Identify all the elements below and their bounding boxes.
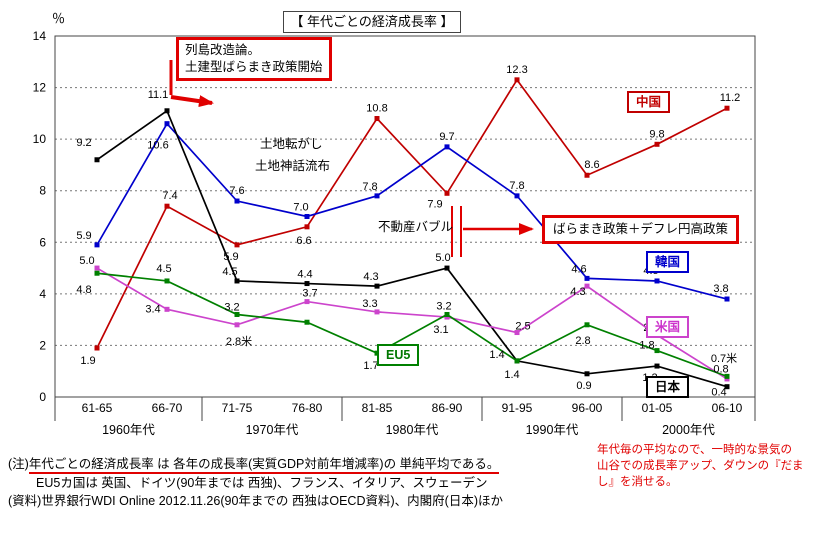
svg-text:2.8: 2.8 bbox=[575, 335, 590, 347]
svg-text:3.8: 3.8 bbox=[713, 283, 728, 295]
svg-text:4.8: 4.8 bbox=[76, 284, 91, 296]
svg-text:10: 10 bbox=[33, 132, 47, 146]
footnote-line1-underlined: 年代ごとの経済成長率 は 各年の成長率(実質GDP対前年増減率)の 単純平均であ… bbox=[28, 457, 500, 474]
svg-text:0.4: 0.4 bbox=[711, 387, 726, 399]
svg-text:1970年代: 1970年代 bbox=[246, 423, 299, 437]
annotation-tochi-korogashi: 土地転がし bbox=[260, 137, 323, 151]
series-label-japan: 日本 bbox=[646, 376, 690, 398]
svg-text:12: 12 bbox=[33, 81, 47, 95]
svg-text:0.9: 0.9 bbox=[576, 380, 591, 392]
y-axis-unit-label: ％ bbox=[52, 11, 66, 26]
svg-text:2.5: 2.5 bbox=[515, 321, 530, 333]
svg-text:8.6: 8.6 bbox=[584, 159, 599, 171]
annotation-tochi-shinwa: 土地神話流布 bbox=[255, 159, 331, 173]
svg-text:11.2: 11.2 bbox=[720, 92, 741, 104]
svg-text:5.0: 5.0 bbox=[435, 252, 450, 264]
annotation-fudosan-bubble: 不動産バブル bbox=[378, 220, 454, 234]
svg-text:96-00: 96-00 bbox=[572, 401, 603, 415]
svg-text:12.3: 12.3 bbox=[506, 64, 527, 76]
svg-text:11.1: 11.1 bbox=[148, 89, 169, 101]
svg-text:1.9: 1.9 bbox=[80, 355, 95, 367]
handwritten-red-note: 年代毎の平均なので、一時的な景気の 山谷での成長率アップ、ダウンの『だま し』を… bbox=[597, 442, 813, 490]
svg-text:81-85: 81-85 bbox=[362, 401, 393, 415]
svg-text:4.6: 4.6 bbox=[571, 263, 586, 275]
series-label-korea: 韓国 bbox=[646, 251, 690, 273]
svg-text:0.7米: 0.7米 bbox=[711, 352, 737, 365]
svg-text:2.8米: 2.8米 bbox=[226, 335, 252, 348]
svg-text:9.7: 9.7 bbox=[439, 131, 454, 143]
svg-text:4.3: 4.3 bbox=[363, 271, 378, 283]
svg-text:61-65: 61-65 bbox=[82, 401, 113, 415]
svg-text:9.2: 9.2 bbox=[76, 137, 91, 149]
svg-text:3.1: 3.1 bbox=[433, 324, 448, 336]
annotation-box-retto-kaizo: 列島改造論。 土建型ばらまき政策開始 bbox=[176, 37, 332, 81]
annotation-retto-line1: 列島改造論。 bbox=[185, 43, 261, 57]
svg-text:0: 0 bbox=[39, 390, 46, 404]
svg-text:4.4: 4.4 bbox=[297, 269, 312, 281]
svg-text:3.2: 3.2 bbox=[436, 300, 451, 312]
svg-text:8: 8 bbox=[39, 184, 46, 198]
svg-text:1.4: 1.4 bbox=[504, 369, 519, 381]
svg-text:01-05: 01-05 bbox=[642, 401, 673, 415]
svg-text:10.8: 10.8 bbox=[366, 103, 387, 115]
annotation-retto-line2: 土建型ばらまき政策開始 bbox=[185, 60, 323, 74]
svg-text:0.8: 0.8 bbox=[713, 363, 728, 375]
svg-text:10.6: 10.6 bbox=[147, 140, 168, 152]
svg-text:7.9: 7.9 bbox=[427, 198, 442, 210]
svg-text:1.7: 1.7 bbox=[363, 360, 378, 372]
svg-text:9.8: 9.8 bbox=[649, 128, 664, 140]
svg-text:1.8: 1.8 bbox=[639, 340, 654, 352]
footnote-line3: (資料)世界銀行WDI Online 2012.11.26(90年までの 西独は… bbox=[8, 494, 503, 508]
svg-text:91-95: 91-95 bbox=[502, 401, 533, 415]
svg-text:66-70: 66-70 bbox=[152, 401, 183, 415]
svg-text:4.5: 4.5 bbox=[156, 263, 171, 275]
svg-text:7.8: 7.8 bbox=[362, 181, 377, 193]
svg-text:6: 6 bbox=[39, 235, 46, 249]
footnote-line1: (注)年代ごとの経済成長率 は 各年の成長率(実質GDP対前年増減率)の 単純平… bbox=[8, 455, 503, 474]
svg-text:1990年代: 1990年代 bbox=[526, 423, 579, 437]
svg-text:7.4: 7.4 bbox=[162, 190, 177, 202]
growth-line-chart: 0 2 4 6 8 10 12 14 61-65 66-70 71-75 76-80 81-85 86-9… bbox=[33, 29, 756, 437]
footnote-line1-prefix: (注) bbox=[8, 457, 29, 471]
chart-title: 【 年代ごとの経済成長率 】 bbox=[283, 11, 461, 33]
svg-text:06-10: 06-10 bbox=[712, 401, 743, 415]
footnotes: (注)年代ごとの経済成長率 は 各年の成長率(実質GDP対前年増減率)の 単純平… bbox=[8, 455, 503, 511]
svg-text:4.5: 4.5 bbox=[222, 266, 237, 278]
svg-text:5.0: 5.0 bbox=[79, 255, 94, 267]
svg-text:4.3: 4.3 bbox=[570, 286, 585, 298]
annotation-box-baramaki: ばらまき政策＋デフレ円高政策 bbox=[542, 215, 740, 244]
red-note-line1: 年代毎の平均なので、一時的な景気の bbox=[597, 444, 793, 456]
svg-text:14: 14 bbox=[33, 29, 47, 43]
svg-text:3.4: 3.4 bbox=[145, 303, 160, 315]
svg-text:71-75: 71-75 bbox=[222, 401, 253, 415]
svg-text:1960年代: 1960年代 bbox=[102, 423, 155, 437]
footnote-line2: EU5カ国は 英国、ドイツ(90年までは 西独)、フランス、イタリア、スウェーデ… bbox=[36, 475, 488, 490]
svg-text:4: 4 bbox=[39, 287, 46, 301]
svg-text:3.3: 3.3 bbox=[362, 298, 377, 310]
series-label-usa: 米国 bbox=[646, 316, 690, 338]
red-note-line3: し』を消せる。 bbox=[597, 476, 678, 488]
svg-text:6.6: 6.6 bbox=[296, 235, 311, 247]
svg-text:86-90: 86-90 bbox=[432, 401, 463, 415]
svg-text:5.9: 5.9 bbox=[223, 251, 238, 263]
svg-text:7.0: 7.0 bbox=[293, 202, 308, 214]
svg-text:5.9: 5.9 bbox=[76, 230, 91, 242]
series-label-china: 中国 bbox=[627, 91, 671, 113]
svg-text:2: 2 bbox=[39, 338, 46, 352]
svg-text:2000年代: 2000年代 bbox=[662, 423, 715, 437]
red-note-line2: 山谷での成長率アップ、ダウンの『だま bbox=[597, 460, 804, 472]
svg-text:7.6: 7.6 bbox=[229, 185, 244, 197]
svg-text:3.7: 3.7 bbox=[302, 288, 317, 300]
svg-text:76-80: 76-80 bbox=[292, 401, 323, 415]
svg-text:3.2: 3.2 bbox=[224, 301, 239, 313]
svg-text:1.4: 1.4 bbox=[489, 349, 504, 361]
svg-text:7.8: 7.8 bbox=[509, 180, 524, 192]
svg-text:1980年代: 1980年代 bbox=[386, 423, 439, 437]
series-label-eu5: EU5 bbox=[377, 344, 420, 366]
